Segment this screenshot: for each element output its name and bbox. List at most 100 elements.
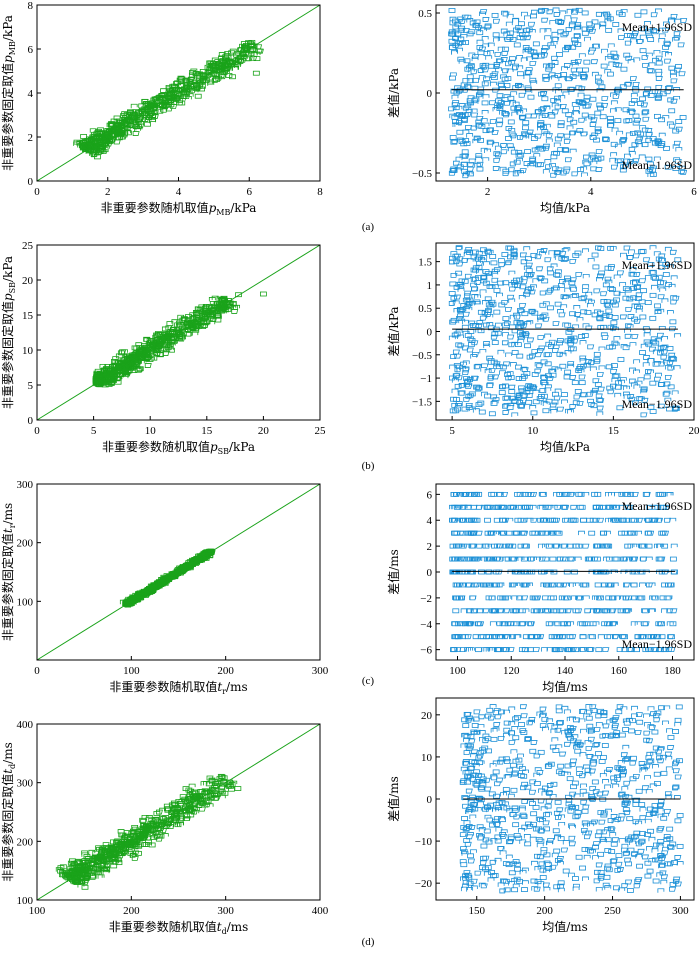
ba-y-tick-label: −1.5 (412, 396, 432, 408)
ba-frame (435, 483, 695, 661)
ba-x-tick-label: 200 (536, 905, 553, 917)
y-tick-label: 0 (28, 176, 34, 188)
ba-y-tick-label: −6 (420, 645, 432, 657)
y-tick-label: 15 (22, 310, 34, 322)
bland-altman-plot-4 (436, 704, 684, 900)
ba-x-tick-label: 10 (527, 425, 539, 437)
ba-y-tick-label: 4 (427, 515, 433, 527)
x-tick-label: 200 (123, 905, 140, 917)
ba-y-tick-label: 20 (421, 710, 433, 722)
ba-points (459, 704, 684, 894)
ba-x-axis-label: 均值/kPa (540, 439, 590, 454)
scatter-x-axis-label: 非重要参数随机取值pMB/kPa (101, 200, 257, 217)
ba-x-tick-label: 15 (608, 425, 620, 437)
ba-frame (435, 697, 695, 901)
scatter-plot-4 (36, 723, 321, 901)
x-tick-label: 200 (217, 665, 234, 677)
ba-x-tick-label: 180 (664, 665, 681, 677)
upper-loa-label: Mean+1.96SD (622, 499, 693, 513)
ba-x-tick-label: 150 (468, 905, 485, 917)
ba-x-tick-label: 140 (557, 665, 574, 677)
y-tick-label: 2 (28, 132, 34, 144)
ba-y-tick-label: −4 (420, 619, 432, 631)
ba-frame (435, 4, 695, 182)
x-tick-label: 20 (258, 425, 270, 437)
ba-x-axis-label: 均值/ms (542, 679, 588, 694)
scatter-x-axis-label: 非重要参数随机取值td/ms (109, 919, 249, 936)
ba-points (448, 245, 682, 418)
ba-x-tick-label: 4 (588, 186, 594, 198)
scatter-y-axis-label: 非重要参数固定取值pMB/kPa (0, 15, 17, 171)
y-tick-label: 200 (17, 836, 34, 848)
x-tick-label: 0 (34, 665, 40, 677)
y-tick-label: 25 (22, 240, 34, 252)
ba-x-tick-label: 250 (604, 905, 621, 917)
scatter-frame (36, 4, 321, 182)
x-tick-label: 8 (317, 186, 323, 198)
ba-y-tick-label: 0 (427, 567, 433, 579)
x-tick-label: 15 (201, 425, 213, 437)
y-tick-label: 10 (22, 345, 34, 357)
ba-x-axis-label: 均值/ms (542, 919, 588, 934)
x-tick-label: 10 (145, 425, 157, 437)
ba-y-axis-label: 差值/ms (386, 549, 401, 595)
ba-x-tick-label: 6 (691, 186, 697, 198)
ba-x-tick-label: 160 (611, 665, 628, 677)
ba-x-tick-label: 2 (485, 186, 491, 198)
y-tick-label: 300 (17, 778, 34, 790)
ba-y-axis-label: 差值/kPa (386, 68, 401, 118)
identity-line (36, 244, 321, 421)
panel-label: (b) (362, 460, 375, 472)
x-tick-label: 300 (312, 665, 329, 677)
upper-loa-label: Mean+1.96SD (622, 258, 693, 272)
ba-y-tick-label: 10 (421, 752, 433, 764)
x-tick-label: 300 (217, 905, 234, 917)
y-tick-label: 300 (17, 479, 34, 491)
ba-points (448, 7, 688, 179)
y-tick-label: 200 (17, 538, 34, 550)
y-tick-label: 6 (28, 44, 34, 56)
ba-y-axis-label: 差值/kPa (386, 306, 401, 356)
y-tick-label: 20 (22, 275, 34, 287)
ba-x-axis-label: 均值/kPa (540, 200, 590, 215)
ba-frame (435, 242, 695, 421)
x-tick-label: 0 (34, 186, 40, 198)
identity-line (36, 723, 321, 901)
ba-y-tick-label: 6 (427, 489, 433, 501)
x-tick-label: 4 (176, 186, 182, 198)
ba-y-tick-label: 0 (427, 88, 433, 100)
x-tick-label: 2 (105, 186, 111, 198)
panel-label: (a) (362, 221, 375, 233)
ba-y-tick-label: −10 (415, 836, 433, 848)
ba-y-tick-label: 0 (427, 794, 433, 806)
panel-label: (d) (362, 936, 375, 948)
ba-y-tick-label: 0 (427, 327, 433, 339)
ba-y-tick-label: 1.5 (418, 257, 432, 269)
x-tick-label: 5 (91, 425, 97, 437)
y-tick-label: 8 (28, 0, 34, 12)
scatter-points (92, 291, 267, 388)
lower-loa-label: Mean−1.96SD (622, 158, 693, 172)
ba-y-tick-label: −20 (415, 878, 433, 890)
x-tick-label: 6 (247, 186, 253, 198)
scatter-plot-2 (36, 244, 321, 421)
scatter-x-axis-label: 非重要参数随机取值tr/ms (109, 679, 247, 696)
scatter-points (55, 773, 242, 890)
ba-x-tick-label: 100 (449, 665, 466, 677)
scatter-y-axis-label: 非重要参数固定取值pSB/kPa (0, 256, 17, 409)
x-tick-label: 25 (315, 425, 327, 437)
scatter-y-axis-label: 非重要参数固定取值tr/ms (0, 503, 17, 641)
ba-x-tick-label: 20 (689, 425, 700, 437)
ba-x-tick-label: 5 (449, 425, 455, 437)
scatter-frame (36, 723, 321, 901)
identity-line (36, 4, 321, 182)
y-tick-label: 100 (17, 596, 34, 608)
bland-altman-plot-2: Mean+1.96SD Mean−1.96SD (436, 245, 695, 420)
ba-y-tick-label: −2 (420, 593, 432, 605)
ba-y-axis-label: 差值/ms (386, 776, 401, 822)
ba-points (449, 491, 678, 653)
lower-loa-label: Mean−1.96SD (622, 397, 693, 411)
y-tick-label: 5 (28, 380, 34, 392)
ba-y-tick-label: −0.5 (412, 350, 432, 362)
